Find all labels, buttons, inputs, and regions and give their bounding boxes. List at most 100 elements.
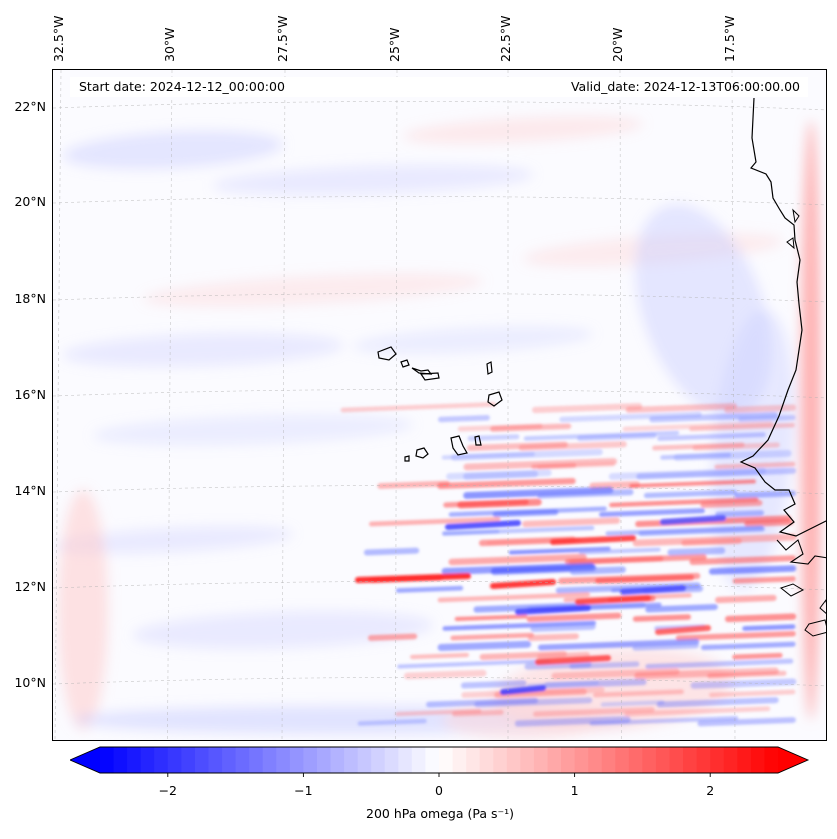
- omega-wave-band: [634, 667, 779, 680]
- longitude-gridline: [167, 70, 173, 740]
- omega-wave-band: [410, 652, 469, 660]
- longitude-label: 20°W: [610, 27, 625, 62]
- colorbar-cell: [235, 747, 250, 773]
- colorbar-cell: [533, 747, 548, 773]
- colorbar-cell: [723, 747, 738, 773]
- omega-wave-band: [531, 402, 643, 414]
- latitude-gridline: [53, 581, 826, 591]
- omega-wave-band: [667, 547, 726, 556]
- latitude-gridline: [53, 389, 826, 399]
- colorbar-tick-label: 0: [435, 783, 443, 798]
- colorbar-cell: [154, 747, 169, 773]
- cape-verde-island: [411, 367, 433, 375]
- longitude-gridline: [281, 70, 286, 740]
- omega-wave-band: [438, 415, 490, 423]
- colorbar-cell: [547, 747, 562, 773]
- colorbar-cell: [439, 747, 454, 773]
- longitude-label: 27.5°W: [275, 15, 290, 62]
- omega-wave-band: [593, 689, 684, 698]
- omega-wave-band: [367, 633, 418, 641]
- omega-wave-band: [632, 614, 691, 622]
- colorbar-cell: [452, 747, 467, 773]
- colorbar-cell: [655, 747, 671, 773]
- omega-wave-band: [522, 517, 620, 528]
- colorbar-cell: [601, 747, 616, 773]
- omega-field-background: [53, 116, 821, 740]
- latitude-label: 12°N: [14, 579, 46, 594]
- omega-wave-band: [568, 555, 664, 565]
- omega-wave-band: [518, 441, 627, 452]
- latitude-gridline: [53, 293, 826, 303]
- omega-wave-band: [700, 641, 796, 651]
- omega-core-band: [550, 535, 636, 545]
- omega-core-band: [620, 585, 686, 595]
- omega-wave-band: [357, 718, 427, 726]
- omega-wave-band: [537, 638, 700, 651]
- longitude-gridline: [619, 70, 622, 740]
- omega-wave-band: [530, 622, 596, 632]
- omega-blob: [213, 164, 533, 196]
- omega-wave-band: [531, 463, 577, 470]
- cape-verde-island: [400, 359, 410, 368]
- omega-wave-band: [715, 510, 765, 518]
- omega-wave-band: [697, 717, 796, 727]
- colorbar-cell: [615, 747, 630, 773]
- omega-wave-band: [369, 516, 501, 527]
- cape-verde-island: [419, 372, 440, 381]
- latitude-gridline: [53, 677, 826, 687]
- latitude-gridline: [53, 196, 826, 206]
- colorbar-cell: [669, 747, 684, 773]
- omega-wave-band: [690, 678, 797, 689]
- omega-wave-band: [599, 508, 705, 518]
- omega-wave-band: [689, 422, 795, 432]
- colorbar-tick-marks: [167, 773, 711, 777]
- omega-wave-band: [450, 632, 534, 641]
- longitude-label: 25°W: [387, 27, 402, 62]
- colorbar-cell: [113, 747, 128, 773]
- colorbar-min-extend: [70, 747, 100, 773]
- omega-wave-band: [643, 489, 737, 499]
- omega-wave-band: [600, 700, 665, 707]
- omega-wave-band: [514, 716, 631, 727]
- colorbar-cell: [411, 747, 426, 773]
- omega-wave-band: [589, 715, 739, 726]
- omega-wave-band: [714, 461, 796, 470]
- colorbar-cell: [764, 747, 779, 773]
- omega-wave-band: [448, 553, 587, 566]
- omega-blob: [53, 526, 293, 554]
- colorbar-cell: [330, 747, 345, 773]
- omega-blob: [93, 414, 413, 446]
- omega-wave-band: [624, 706, 771, 717]
- omega-blob: [443, 700, 603, 740]
- omega-wave-band: [490, 423, 572, 432]
- colorbar-cell: [425, 747, 440, 773]
- omega-wave-band: [533, 706, 655, 717]
- colorbar-tick-label: 1: [570, 783, 579, 798]
- coastline-africa: [739, 97, 826, 537]
- omega-wave-band: [577, 433, 657, 442]
- longitude-label: 32.5°W: [51, 15, 66, 62]
- omega-wave-band: [537, 652, 591, 661]
- omega-wave-band: [656, 697, 779, 708]
- omega-blob: [58, 490, 108, 730]
- latitude-label: 10°N: [14, 675, 46, 690]
- omega-wave-band: [681, 538, 742, 546]
- longitude-label: 30°W: [162, 27, 177, 62]
- omega-core-band: [655, 625, 711, 635]
- colorbar-cell: [506, 747, 521, 773]
- omega-wave-band: [609, 497, 759, 508]
- colorbar-cell: [289, 747, 304, 773]
- colorbar-label: 200 hPa omega (Pa s⁻¹): [366, 806, 514, 821]
- omega-wave-band: [725, 613, 797, 623]
- omega-wave-band: [742, 624, 796, 631]
- omega-wave-band: [578, 547, 661, 555]
- omega-wave-band: [460, 680, 527, 689]
- valid-date-text: Valid_date: 2024-12-13T06:00:00.00: [570, 79, 800, 94]
- omega-wave-band: [724, 404, 797, 414]
- latitude-label: 22°N: [14, 99, 46, 114]
- omega-wave-band: [709, 689, 796, 698]
- omega-wave-band: [732, 652, 783, 660]
- omega-blob: [403, 116, 643, 144]
- omega-wave-band: [738, 415, 796, 423]
- omega-wave-band: [622, 421, 773, 432]
